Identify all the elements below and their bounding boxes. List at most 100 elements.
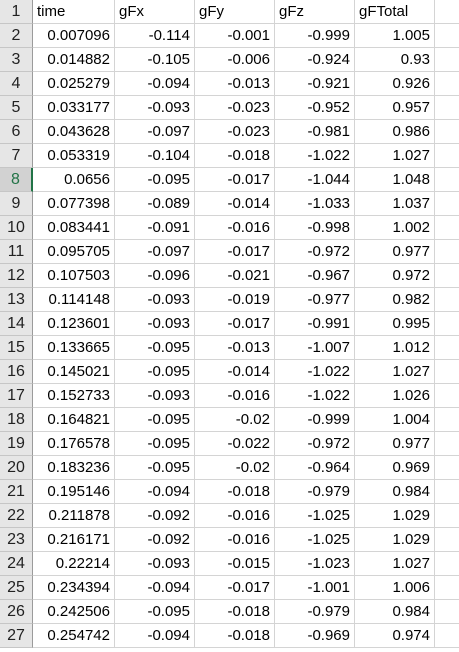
table-cell[interactable]: 0.025279 — [33, 72, 115, 96]
table-cell[interactable]: -0.095 — [115, 600, 195, 624]
table-cell[interactable]: -0.095 — [115, 456, 195, 480]
row-header[interactable]: 26 — [0, 600, 33, 624]
table-cell[interactable]: -1.022 — [275, 360, 355, 384]
row-header[interactable]: 14 — [0, 312, 33, 336]
row-header[interactable]: 11 — [0, 240, 33, 264]
table-cell[interactable]: 1.048 — [355, 168, 435, 192]
table-cell[interactable]: 1.026 — [355, 384, 435, 408]
table-cell[interactable]: -0.092 — [115, 528, 195, 552]
table-cell[interactable]: 0.995 — [355, 312, 435, 336]
table-cell[interactable]: -0.114 — [115, 24, 195, 48]
table-cell[interactable]: 0.077398 — [33, 192, 115, 216]
table-cell[interactable]: -0.952 — [275, 96, 355, 120]
row-header[interactable]: 27 — [0, 624, 33, 648]
table-cell[interactable]: -0.969 — [275, 624, 355, 648]
empty-cell[interactable] — [435, 72, 459, 96]
table-cell[interactable]: 0.095705 — [33, 240, 115, 264]
empty-cell[interactable] — [435, 456, 459, 480]
table-cell[interactable]: 0.982 — [355, 288, 435, 312]
table-cell[interactable]: 1.037 — [355, 192, 435, 216]
table-cell[interactable]: 0.216171 — [33, 528, 115, 552]
table-cell[interactable]: -0.089 — [115, 192, 195, 216]
table-cell[interactable]: 0.083441 — [33, 216, 115, 240]
empty-cell[interactable] — [435, 480, 459, 504]
row-header[interactable]: 6 — [0, 120, 33, 144]
table-cell[interactable]: -0.097 — [115, 120, 195, 144]
table-cell[interactable]: 0.176578 — [33, 432, 115, 456]
table-cell[interactable]: 0.195146 — [33, 480, 115, 504]
table-cell[interactable]: -0.017 — [195, 168, 275, 192]
table-cell[interactable]: 1.002 — [355, 216, 435, 240]
table-cell[interactable]: -0.018 — [195, 624, 275, 648]
empty-cell[interactable] — [435, 600, 459, 624]
empty-cell[interactable] — [435, 120, 459, 144]
table-cell[interactable]: 0.107503 — [33, 264, 115, 288]
table-cell[interactable]: -0.097 — [115, 240, 195, 264]
table-cell[interactable]: -0.02 — [195, 408, 275, 432]
table-cell[interactable]: -0.979 — [275, 480, 355, 504]
table-cell[interactable]: 1.029 — [355, 528, 435, 552]
empty-cell[interactable] — [435, 312, 459, 336]
empty-cell[interactable] — [435, 24, 459, 48]
table-cell[interactable]: -0.02 — [195, 456, 275, 480]
table-cell[interactable]: 0.926 — [355, 72, 435, 96]
row-header[interactable]: 19 — [0, 432, 33, 456]
empty-cell[interactable] — [435, 0, 459, 24]
row-header[interactable]: 4 — [0, 72, 33, 96]
table-cell[interactable]: -1.044 — [275, 168, 355, 192]
table-cell[interactable]: 0.969 — [355, 456, 435, 480]
row-header[interactable]: 22 — [0, 504, 33, 528]
table-cell[interactable]: 0.043628 — [33, 120, 115, 144]
row-header[interactable]: 13 — [0, 288, 33, 312]
table-cell[interactable]: 0.22214 — [33, 552, 115, 576]
table-cell[interactable]: 1.029 — [355, 504, 435, 528]
row-header[interactable]: 5 — [0, 96, 33, 120]
table-cell[interactable]: -0.921 — [275, 72, 355, 96]
row-header[interactable]: 8 — [0, 168, 33, 192]
empty-cell[interactable] — [435, 504, 459, 528]
table-cell[interactable]: -0.981 — [275, 120, 355, 144]
table-cell[interactable]: 0.972 — [355, 264, 435, 288]
table-cell[interactable]: -0.019 — [195, 288, 275, 312]
table-cell[interactable]: -0.023 — [195, 96, 275, 120]
table-cell[interactable]: 0.0656 — [33, 168, 115, 192]
table-cell[interactable]: 0.974 — [355, 624, 435, 648]
table-cell[interactable]: 0.183236 — [33, 456, 115, 480]
table-cell[interactable]: -1.033 — [275, 192, 355, 216]
empty-cell[interactable] — [435, 336, 459, 360]
table-cell[interactable]: 0.242506 — [33, 600, 115, 624]
table-cell[interactable]: 1.027 — [355, 144, 435, 168]
table-cell[interactable]: 0.957 — [355, 96, 435, 120]
table-cell[interactable]: -0.094 — [115, 480, 195, 504]
row-header[interactable]: 10 — [0, 216, 33, 240]
column-header-gfx[interactable]: gFx — [115, 0, 195, 24]
empty-cell[interactable] — [435, 96, 459, 120]
row-header[interactable]: 24 — [0, 552, 33, 576]
empty-cell[interactable] — [435, 432, 459, 456]
table-cell[interactable]: -0.096 — [115, 264, 195, 288]
table-cell[interactable]: -0.094 — [115, 624, 195, 648]
table-cell[interactable]: -0.998 — [275, 216, 355, 240]
table-cell[interactable]: 0.164821 — [33, 408, 115, 432]
table-cell[interactable]: -1.025 — [275, 528, 355, 552]
table-cell[interactable]: -0.999 — [275, 24, 355, 48]
row-header[interactable]: 1 — [0, 0, 33, 24]
table-cell[interactable]: 0.014882 — [33, 48, 115, 72]
table-cell[interactable]: -0.018 — [195, 600, 275, 624]
table-cell[interactable]: -0.967 — [275, 264, 355, 288]
row-header[interactable]: 2 — [0, 24, 33, 48]
table-cell[interactable]: 0.145021 — [33, 360, 115, 384]
empty-cell[interactable] — [435, 552, 459, 576]
table-cell[interactable]: -0.972 — [275, 432, 355, 456]
empty-cell[interactable] — [435, 264, 459, 288]
column-header-gftotal[interactable]: gFTotal — [355, 0, 435, 24]
table-cell[interactable]: -0.018 — [195, 144, 275, 168]
row-header[interactable]: 17 — [0, 384, 33, 408]
column-header-gfz[interactable]: gFz — [275, 0, 355, 24]
table-cell[interactable]: 0.977 — [355, 240, 435, 264]
table-cell[interactable]: 1.012 — [355, 336, 435, 360]
empty-cell[interactable] — [435, 192, 459, 216]
table-cell[interactable]: -0.095 — [115, 336, 195, 360]
table-cell[interactable]: -0.013 — [195, 72, 275, 96]
table-cell[interactable]: -0.016 — [195, 384, 275, 408]
